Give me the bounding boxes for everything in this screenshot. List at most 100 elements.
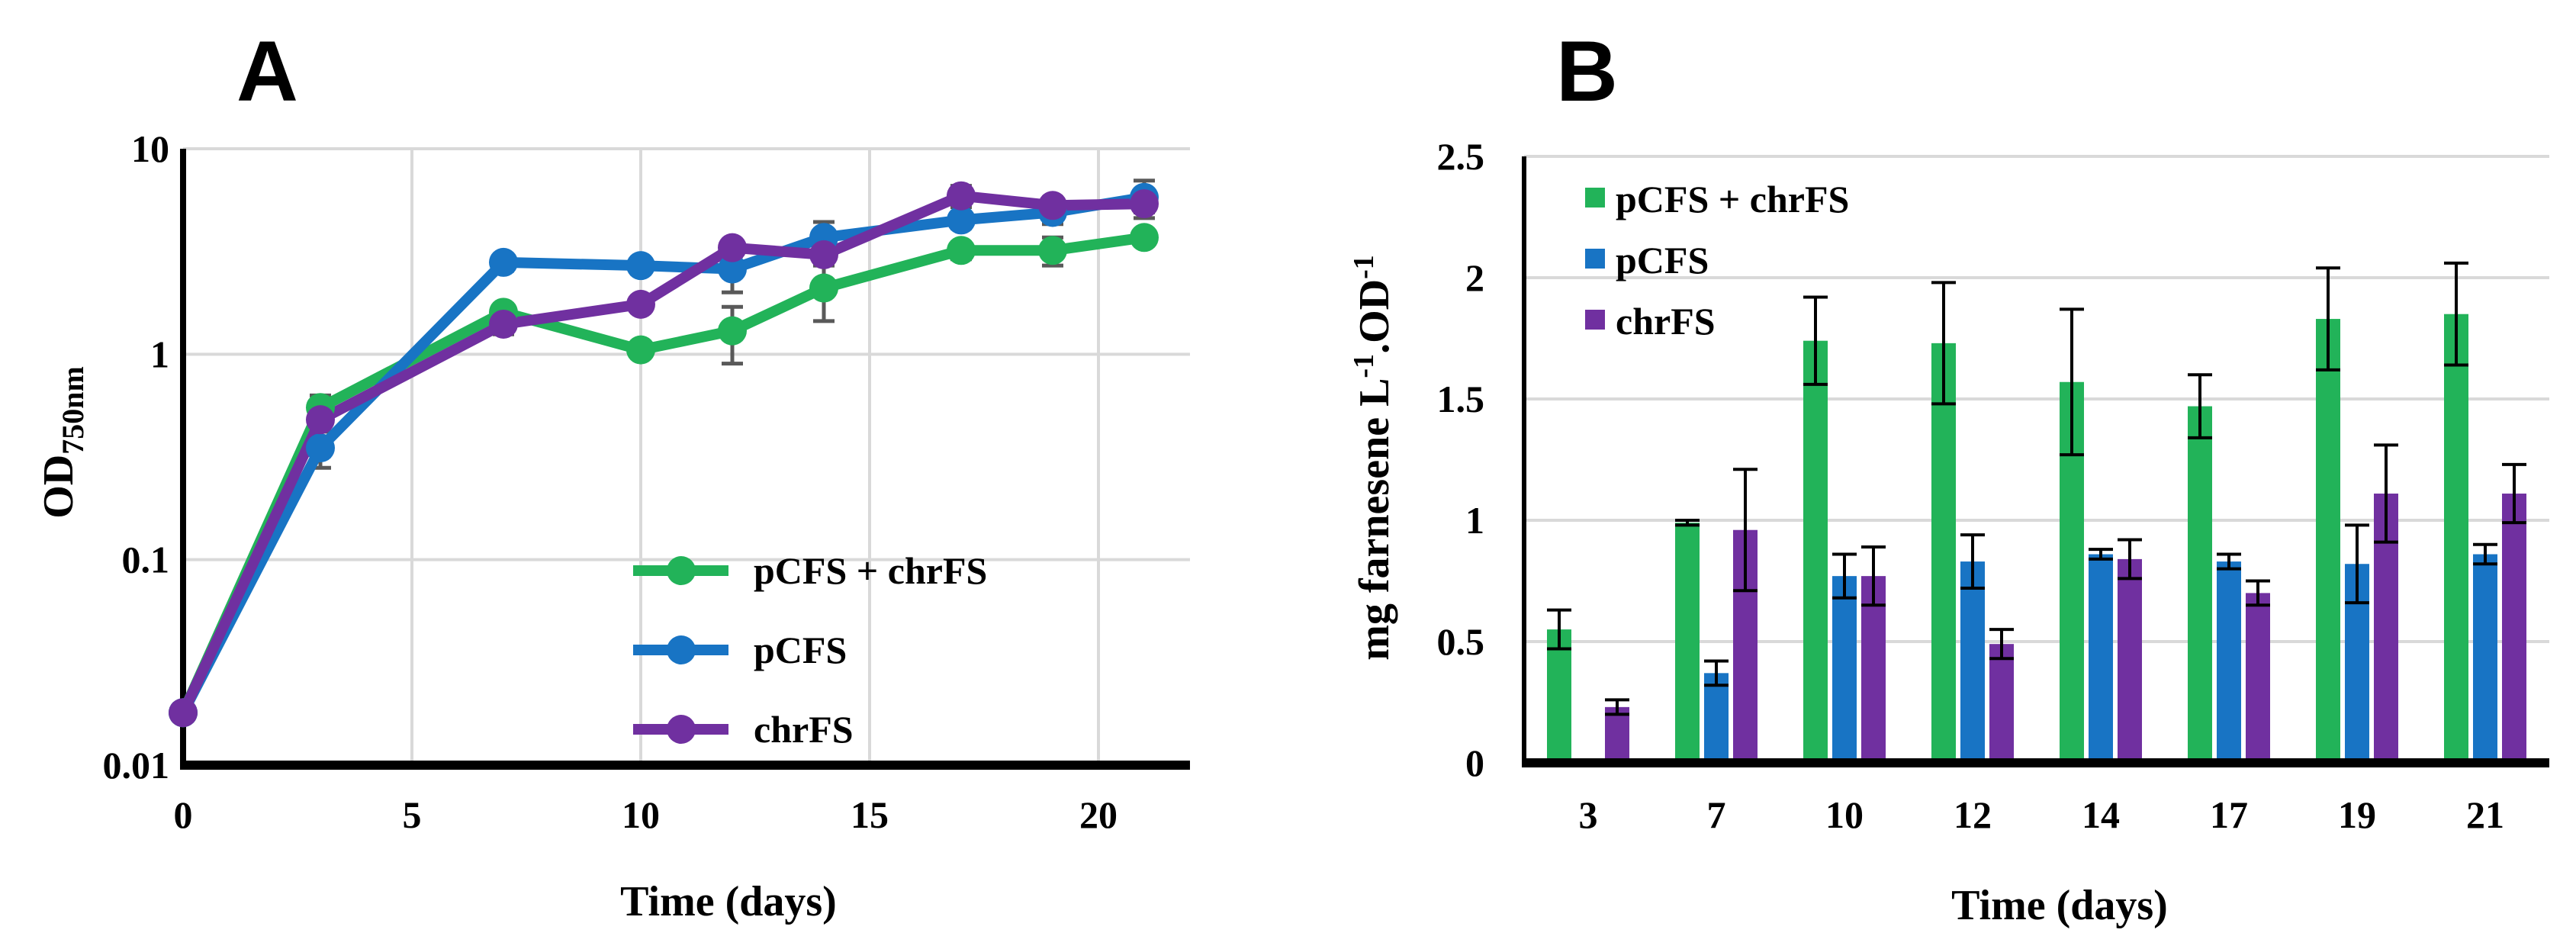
chart-b-legend-item-pcfs: pCFS xyxy=(1585,239,1709,281)
chart-a-point-chrfs xyxy=(626,289,655,319)
chart-a-point-pcfs xyxy=(306,433,335,463)
chart-b-x-tick-label: 12 xyxy=(1954,793,1992,836)
chart-b-legend: pCFS + chrFS pCFS chrFS xyxy=(1585,178,1849,343)
chart-a-legend-item-pcfs-chrfs: pCFS + chrFS xyxy=(633,549,987,592)
chart-b-errorbar-pcfs-chrfs xyxy=(2188,373,2212,439)
panel-a-letter: A xyxy=(236,24,298,119)
chart-a-point-chrfs xyxy=(1130,189,1159,219)
chart-b-errorbar-pcfs xyxy=(2473,542,2497,566)
chart-a-x-axis-title: Time (days) xyxy=(620,878,837,925)
chart-b-errorbar-chrfs xyxy=(2118,538,2142,581)
chart-b-errorbar-chrfs xyxy=(1989,628,2014,661)
chart-b-bar-chrfs xyxy=(1861,576,1886,763)
chart-b-x-tick-label: 7 xyxy=(1707,793,1726,836)
chart-a-point-pcfs-chrfs xyxy=(626,335,655,365)
chart-b-errorbar-chrfs xyxy=(2502,462,2526,525)
chart-a-legend-item-pcfs: pCFS xyxy=(633,629,847,671)
chart-b-errorbar-pcfs-chrfs xyxy=(1803,295,1828,386)
chart-a-y-axis-title: OD750nm xyxy=(35,366,90,519)
chart-b-errorbar-pcfs-chrfs xyxy=(2316,266,2340,372)
chart-a-x-tick-label: 0 xyxy=(174,793,193,836)
chart-b-errorbar-pcfs-chrfs xyxy=(1675,519,1700,527)
chart-b-legend-label: chrFS xyxy=(1616,300,1716,343)
chart-a-point-chrfs xyxy=(306,405,335,435)
chart-b-bar-pcfs-chrfs xyxy=(2188,406,2212,763)
chart-b-bar-pcfs-chrfs xyxy=(2444,314,2468,763)
chart-b-legend-item-pcfs-chrfs: pCFS + chrFS xyxy=(1585,178,1849,220)
chart-a-y-tick-label: 1 xyxy=(150,333,169,375)
chart-a-series-points xyxy=(169,181,1159,728)
chart-b-errorbar-pcfs xyxy=(1832,552,1857,600)
chart-b-bar-chrfs xyxy=(1605,706,1629,763)
chart-a-x-tick-label: 5 xyxy=(403,793,422,836)
chart-b-bar-pcfs xyxy=(1960,561,1985,763)
chart-b-axes xyxy=(1522,156,2549,767)
chart-b-error-bars xyxy=(1547,261,2526,716)
chart-b-errorbar-chrfs xyxy=(1861,545,1886,607)
chart-b-legend-swatch xyxy=(1585,188,1605,207)
chart-b-errorbar-chrfs xyxy=(2374,443,2398,544)
chart-a-legend-swatch-marker xyxy=(667,635,696,664)
chart-b-errorbar-chrfs xyxy=(1733,468,1758,593)
chart-b-y-tick-label: 2 xyxy=(1465,256,1484,299)
chart-b-errorbar-pcfs-chrfs xyxy=(1547,608,1571,651)
chart-a-legend-label: pCFS + chrFS xyxy=(754,549,987,592)
chart-b-errorbar-chrfs xyxy=(1605,698,1629,716)
chart-b-bar-pcfs-chrfs xyxy=(1931,343,1956,763)
chart-a-point-chrfs xyxy=(809,240,838,269)
chart-b-x-tick-label: 14 xyxy=(2082,793,2120,836)
chart-b-y-axis-title: mg farnesene L-1.OD-1 xyxy=(1348,255,1398,660)
chart-a-y-tick-label: 10 xyxy=(131,127,169,170)
chart-b-bar-pcfs xyxy=(1832,576,1857,763)
chart-a-axes xyxy=(180,149,1190,770)
chart-a-point-chrfs xyxy=(718,233,747,262)
chart-a-legend-swatch-marker xyxy=(667,556,696,585)
chart-b-errorbar-pcfs xyxy=(2345,523,2369,605)
chart-a-legend-label: pCFS xyxy=(754,629,847,671)
chart-b-y-tick-label: 1.5 xyxy=(1437,378,1485,420)
chart-b-y-tick-labels: 0 0.5 1 1.5 2 2.5 xyxy=(1437,135,1485,784)
chart-a-point-pcfs-chrfs xyxy=(1038,236,1067,265)
chart-b-errorbar-pcfs-chrfs xyxy=(2444,261,2468,367)
chart-b-errorbar-pcfs xyxy=(2217,552,2241,571)
chart-b-y-axis-title-sup1: -1 xyxy=(1348,354,1380,378)
chart-a-point-pcfs-chrfs xyxy=(718,316,747,346)
chart-a-point-pcfs xyxy=(489,247,518,277)
chart-a-gridlines xyxy=(183,147,1190,765)
chart-a-y-tick-labels: 0.01 0.1 1 10 xyxy=(103,127,170,787)
chart-a-point-pcfs xyxy=(718,254,747,284)
chart-b-legend-swatch xyxy=(1585,310,1605,330)
chart-b-errorbar-pcfs xyxy=(1704,659,1729,687)
chart-b-y-tick-label: 0.5 xyxy=(1437,620,1485,663)
chart-b-x-tick-label: 3 xyxy=(1579,793,1598,836)
chart-a-point-pcfs-chrfs xyxy=(809,273,838,303)
chart-b-bar-pcfs-chrfs xyxy=(1803,340,1828,763)
chart-b-y-tick-label: 0 xyxy=(1465,742,1484,784)
chart-a-x-tick-label: 15 xyxy=(851,793,889,836)
chart-a-point-pcfs-chrfs xyxy=(1130,223,1159,253)
chart-a-y-tick-label: 0.1 xyxy=(122,539,170,581)
chart-b-errorbar-pcfs xyxy=(2089,548,2113,561)
chart-b-legend-label: pCFS xyxy=(1616,239,1709,281)
chart-a-point-chrfs xyxy=(1038,191,1067,220)
chart-a-y-axis-title-subscript: 750nm xyxy=(56,366,90,455)
chart-b-bar-pcfs xyxy=(2089,554,2113,763)
chart-a-point-chrfs xyxy=(169,698,198,728)
chart-b-legend-swatch xyxy=(1585,249,1605,269)
chart-a-x-tick-label: 20 xyxy=(1079,793,1118,836)
chart-b-errorbar-pcfs xyxy=(1960,533,1985,590)
chart-a-x-tick-label: 10 xyxy=(622,793,660,836)
chart-b-errorbar-chrfs xyxy=(2246,579,2270,607)
chart-b-bar-pcfs-chrfs xyxy=(2316,319,2340,763)
chart-a-point-chrfs xyxy=(489,309,518,339)
chart-b-y-axis-title-mid: .OD xyxy=(1351,279,1398,354)
chart-a-legend-label: chrFS xyxy=(754,708,854,751)
chart-b-legend-item-chrfs: chrFS xyxy=(1585,300,1716,343)
chart-b-y-axis-title-main: mg farnesene L xyxy=(1351,378,1398,661)
chart-a-point-pcfs xyxy=(947,205,976,235)
chart-b-bar-pcfs-chrfs xyxy=(1547,629,1571,763)
chart-a-y-tick-label: 0.01 xyxy=(103,744,170,787)
